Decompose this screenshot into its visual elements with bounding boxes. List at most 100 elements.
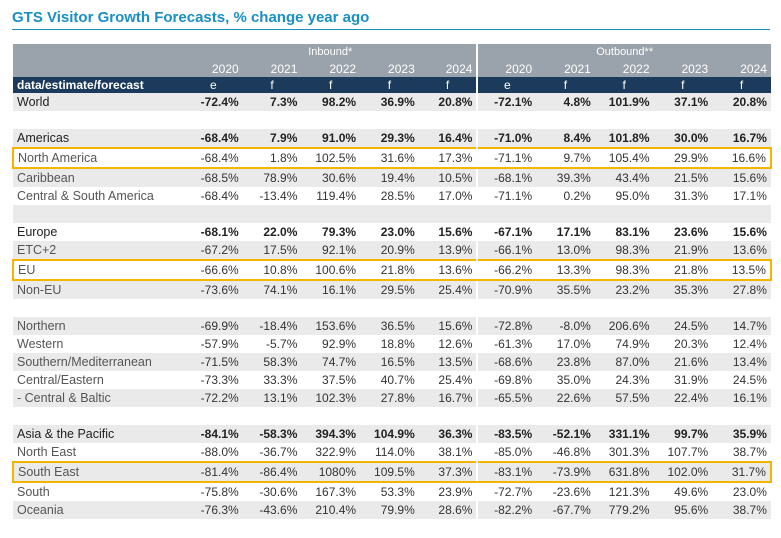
value-cell: -68.4%	[184, 147, 243, 169]
value-cell: 167.3%	[301, 482, 361, 501]
table-row: North East -88.0% -36.7% 322.9% 114.0% 38.1% -…	[13, 443, 771, 462]
row-label: South	[13, 482, 184, 501]
value-cell: 28.6%	[418, 501, 478, 519]
value-cell: 394.3%	[301, 425, 361, 443]
year-cell: 2023	[360, 60, 419, 77]
value-cell: 23.2%	[594, 280, 654, 299]
value-cell: -68.4%	[184, 187, 243, 205]
value-cell: 36.9%	[360, 93, 419, 111]
value-cell: 331.1%	[594, 425, 654, 443]
value-cell: -83.1%	[476, 461, 537, 483]
title-underline	[12, 29, 770, 30]
value-cell: 99.7%	[653, 425, 713, 443]
value-cell: -69.9%	[184, 317, 243, 335]
value-cell: 9.7%	[536, 147, 595, 169]
highlighted-table-row: North America -68.4% 1.8% 102.5% 31.6% 17.3% -…	[12, 147, 772, 169]
value-cell: 95.6%	[653, 501, 713, 519]
value-cell: 107.7%	[653, 443, 713, 462]
value-cell: 1080%	[301, 461, 361, 483]
value-cell: 31.9%	[653, 371, 713, 389]
value-cell: -68.4%	[184, 129, 243, 148]
row-label: Northern	[13, 317, 184, 335]
table-row: Europe -68.1% 22.0% 79.3% 23.0% 15.6% -67.1% 17…	[13, 223, 771, 241]
value-cell: 14.7%	[712, 317, 771, 335]
value-cell: 322.9%	[301, 443, 361, 462]
row-label: Non-EU	[13, 280, 184, 299]
value-cell: 27.8%	[360, 389, 419, 407]
value-cell: -68.1%	[476, 168, 537, 187]
value-cell: -57.9%	[184, 335, 243, 353]
value-cell: 29.5%	[360, 280, 419, 299]
highlighted-table-row: EU -66.6% 10.8% 100.6% 21.8% 13.6% -66.2% 13.3%…	[12, 259, 772, 281]
value-cell: 10.8%	[242, 259, 302, 281]
table-row: ETC+2 -67.2% 17.5% 92.1% 20.9% 13.9% -66.1% 13.…	[13, 241, 771, 260]
value-cell: 16.4%	[418, 129, 478, 148]
value-cell: 210.4%	[301, 501, 361, 519]
group-header-row: Inbound* Outbound**	[13, 44, 771, 60]
value-cell: 31.6%	[360, 147, 419, 169]
value-cell: 29.9%	[653, 147, 713, 169]
code-cell: f	[653, 77, 713, 93]
row-label: EU	[12, 259, 184, 281]
value-cell: 15.6%	[418, 223, 478, 241]
value-cell: 83.1%	[594, 223, 654, 241]
value-cell: -84.1%	[184, 425, 243, 443]
table-row: Asia & the Pacific -84.1% -58.3% 394.3% 104.…	[13, 425, 771, 443]
row-label: Southern/Mediterranean	[13, 353, 184, 371]
value-cell: -18.4%	[242, 317, 302, 335]
year-cell: 2021	[242, 60, 302, 77]
spacer-row	[13, 111, 771, 129]
table-row: Non-EU -73.6% 74.1% 16.1% 29.5% 25.4% -70.9% 35…	[13, 280, 771, 299]
value-cell: -68.1%	[184, 223, 243, 241]
value-cell: 24.5%	[653, 317, 713, 335]
value-cell: 16.6%	[712, 147, 772, 169]
year-cell: 2022	[594, 60, 654, 77]
value-cell: 16.1%	[712, 389, 771, 407]
value-cell: 13.0%	[536, 241, 595, 260]
year-cell: 2020	[476, 60, 537, 77]
spacer-row	[13, 299, 771, 317]
table-row: Northern -69.9% -18.4% 153.6% 36.5% 15.6% -72.…	[13, 317, 771, 335]
value-cell: 15.6%	[712, 223, 771, 241]
value-cell: -5.7%	[242, 335, 302, 353]
value-cell: 36.5%	[360, 317, 419, 335]
value-cell: 20.3%	[653, 335, 713, 353]
value-cell: 12.4%	[712, 335, 771, 353]
value-cell: -76.3%	[184, 501, 243, 519]
value-cell: 22.6%	[536, 389, 595, 407]
value-cell: 13.6%	[418, 259, 478, 281]
value-cell: -88.0%	[184, 443, 243, 462]
row-label: - Central & Baltic	[13, 389, 184, 407]
value-cell: 21.8%	[653, 259, 713, 281]
value-cell: -70.9%	[476, 280, 537, 299]
value-cell: -71.1%	[476, 187, 537, 205]
value-cell: -66.1%	[476, 241, 537, 260]
value-cell: 35.5%	[536, 280, 595, 299]
row-label: ETC+2	[13, 241, 184, 260]
forecast-table: Inbound* Outbound** 2020 2021 2022 2023 …	[12, 44, 772, 519]
value-cell: 114.0%	[360, 443, 419, 462]
value-cell: 79.9%	[360, 501, 419, 519]
value-cell: -69.8%	[476, 371, 537, 389]
value-cell: 23.6%	[653, 223, 713, 241]
row-label: Central/Eastern	[13, 371, 184, 389]
value-cell: 37.1%	[653, 93, 713, 111]
value-cell: 24.3%	[594, 371, 654, 389]
value-cell: 109.5%	[360, 461, 419, 483]
value-cell: 20.9%	[360, 241, 419, 260]
table-row: Western -57.9% -5.7% 92.9% 18.8% 12.6% -61.3% 1…	[13, 335, 771, 353]
value-cell: -66.2%	[476, 259, 537, 281]
year-cell: 2021	[536, 60, 595, 77]
value-cell: 74.7%	[301, 353, 361, 371]
value-cell: -85.0%	[476, 443, 537, 462]
value-cell: 104.9%	[360, 425, 419, 443]
value-cell: -72.1%	[476, 93, 537, 111]
table-row: - Central & Baltic -72.2% 13.1% 102.3% 27.8%…	[13, 389, 771, 407]
value-cell: 29.3%	[360, 129, 419, 148]
value-cell: 17.5%	[242, 241, 302, 260]
code-label: data/estimate/forecast	[13, 77, 184, 93]
row-label: World	[13, 93, 184, 111]
value-cell: 30.6%	[301, 168, 361, 187]
table-row: Central & South America -68.4% -13.4% 119.4…	[13, 187, 771, 205]
value-cell: 24.5%	[712, 371, 771, 389]
